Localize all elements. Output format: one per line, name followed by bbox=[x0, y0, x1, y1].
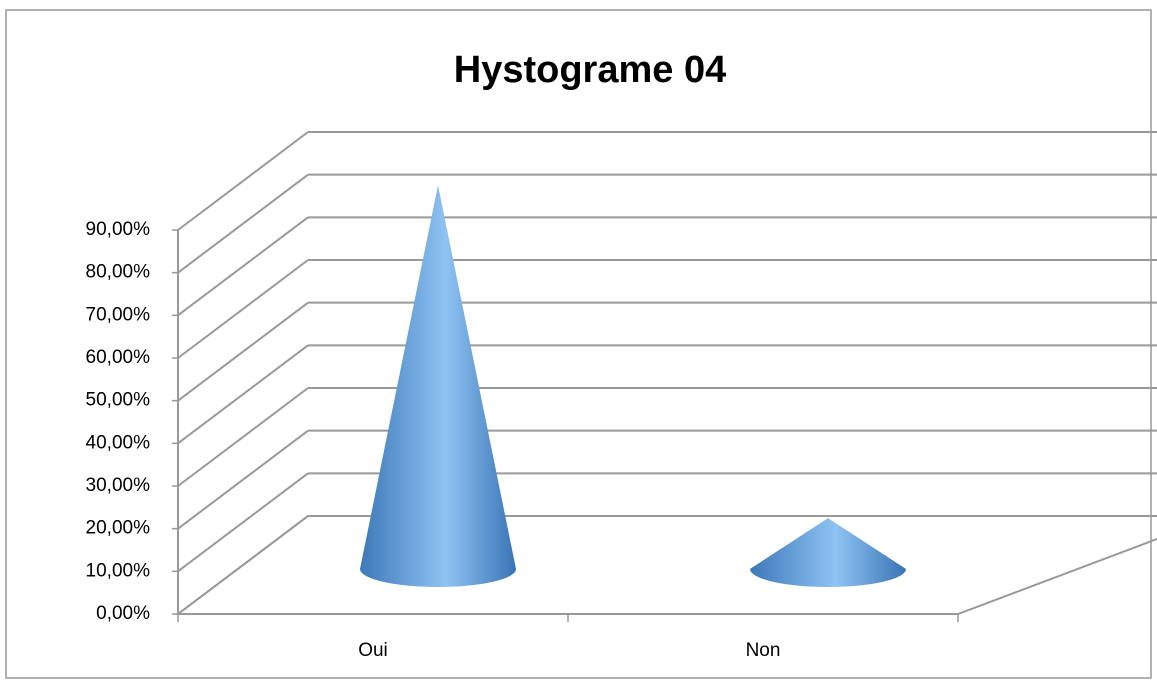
y-tick-label: 20,00% bbox=[86, 518, 151, 539]
y-tick-label: 70,00% bbox=[86, 304, 151, 325]
x-tick-label: Oui bbox=[358, 640, 388, 661]
chart-title: Hystograme 04 bbox=[454, 49, 726, 91]
y-tick-label: 40,00% bbox=[86, 432, 151, 453]
side-grid-line bbox=[177, 259, 309, 359]
cone bbox=[750, 518, 906, 587]
y-tick-label: 80,00% bbox=[86, 262, 151, 283]
side-grid-line bbox=[177, 429, 309, 530]
y-tick-label: 90,00% bbox=[86, 219, 151, 240]
side-grid-line bbox=[177, 131, 309, 231]
y-tick-label: 60,00% bbox=[86, 347, 151, 368]
side-grid-line bbox=[177, 173, 309, 274]
side-grid-line bbox=[177, 216, 309, 317]
side-grid-line bbox=[177, 344, 309, 445]
x-tick-label: Non bbox=[746, 640, 781, 661]
cone bbox=[360, 185, 516, 587]
y-tick-label: 30,00% bbox=[86, 475, 151, 496]
side-grid-line bbox=[177, 515, 309, 615]
y-tick-label: 10,00% bbox=[86, 560, 151, 581]
side-grid-line bbox=[177, 472, 309, 573]
y-tick-label: 0,00% bbox=[96, 603, 150, 624]
y-tick-label: 50,00% bbox=[86, 390, 151, 411]
side-grid-line bbox=[177, 387, 309, 487]
side-grid-line bbox=[177, 301, 309, 402]
